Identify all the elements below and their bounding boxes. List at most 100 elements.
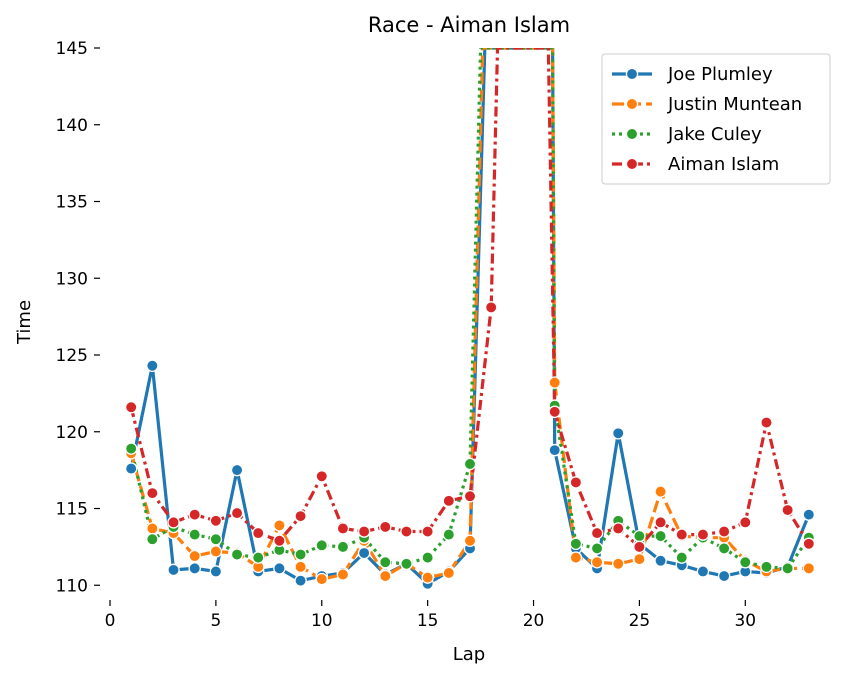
data-point [569, 537, 583, 551]
data-point [230, 548, 244, 561]
data-point [590, 526, 604, 540]
y-tick-label: 110 [56, 576, 88, 596]
data-point [802, 537, 816, 551]
data-point [251, 526, 265, 540]
data-point [273, 562, 286, 575]
data-point [442, 566, 456, 580]
markers-layer [124, 301, 816, 590]
data-point [400, 525, 413, 538]
data-point [146, 486, 159, 500]
x-tick-label: 15 [417, 611, 439, 631]
data-point [739, 516, 752, 529]
x-tick-label: 20 [523, 611, 545, 631]
data-point [675, 528, 689, 541]
data-point [654, 529, 667, 543]
data-point [421, 551, 434, 564]
data-point [548, 376, 561, 389]
legend: Joe Plumley Justin Muntean Jake Culey Aiman… [601, 53, 831, 185]
data-point [802, 508, 816, 521]
data-point [294, 548, 307, 561]
data-point [442, 528, 456, 541]
legend-label: Jake Culey [667, 124, 762, 145]
data-point [315, 572, 329, 586]
x-tick-label: 0 [105, 611, 116, 631]
legend-label: Justin Muntean [667, 94, 802, 115]
data-point [251, 551, 265, 564]
data-point [124, 400, 138, 414]
data-point [209, 545, 223, 558]
data-point [760, 560, 773, 574]
data-point [315, 539, 329, 552]
data-point [633, 529, 646, 543]
data-point [336, 540, 350, 554]
y-tick-label: 130 [56, 269, 88, 289]
data-point [421, 571, 434, 584]
data-point [675, 551, 689, 564]
y-tick-label: 115 [56, 500, 88, 520]
data-point [146, 359, 159, 372]
data-point [590, 542, 604, 555]
data-point [463, 457, 477, 471]
legend-swatch-marker [625, 157, 639, 171]
data-point [696, 565, 710, 578]
data-point [209, 514, 223, 528]
data-point [146, 532, 159, 546]
data-point [188, 562, 201, 575]
data-point [569, 476, 583, 489]
data-point [209, 532, 223, 546]
data-point [336, 522, 350, 535]
data-point [294, 574, 307, 587]
data-point [357, 525, 371, 538]
data-point [548, 443, 561, 457]
data-point [654, 516, 667, 529]
data-point [696, 528, 710, 541]
legend-label: Joe Plumley [667, 64, 773, 85]
data-point [188, 528, 201, 541]
x-tick-label: 5 [210, 611, 221, 631]
data-point [717, 525, 731, 538]
data-point [230, 463, 244, 477]
y-tick-label: 125 [56, 346, 88, 366]
data-point [739, 555, 752, 569]
y-axis-label: Time [14, 300, 35, 345]
data-point [379, 555, 392, 569]
data-point [421, 525, 434, 538]
y-tick-label: 135 [56, 193, 88, 213]
data-point [633, 540, 646, 554]
x-tick-label: 25 [629, 611, 651, 631]
legend-box [601, 53, 831, 185]
data-point [209, 565, 223, 578]
legend-label: Aiman Islam [668, 154, 779, 175]
data-point [717, 569, 731, 583]
x-tick-label: 10 [311, 611, 333, 631]
data-point [611, 557, 625, 571]
legend-swatch-marker [625, 127, 639, 141]
data-point [379, 520, 392, 534]
data-point [654, 554, 667, 567]
data-point [781, 562, 794, 575]
data-point [654, 485, 667, 498]
data-point [124, 462, 138, 475]
data-point [230, 506, 244, 520]
data-point [379, 569, 392, 583]
y-tick-label: 145 [56, 39, 88, 59]
data-point [569, 551, 583, 564]
data-point [463, 489, 477, 503]
y-tick-label: 120 [56, 423, 88, 443]
data-point [188, 549, 201, 563]
legend-swatch-marker [625, 97, 639, 111]
data-point [294, 560, 307, 574]
data-point [273, 519, 286, 532]
data-point [167, 516, 180, 529]
data-point [802, 562, 816, 575]
data-point [611, 427, 625, 440]
data-point [167, 563, 180, 577]
y-tick-label: 140 [56, 116, 88, 136]
data-point [442, 494, 456, 508]
data-point [548, 405, 561, 419]
data-point [760, 416, 773, 429]
axis-ticks: 0 5 10 15 20 25 30 110 115 120 125 130 135 140 145 [56, 39, 757, 631]
data-point [146, 522, 159, 535]
data-point [124, 442, 138, 455]
